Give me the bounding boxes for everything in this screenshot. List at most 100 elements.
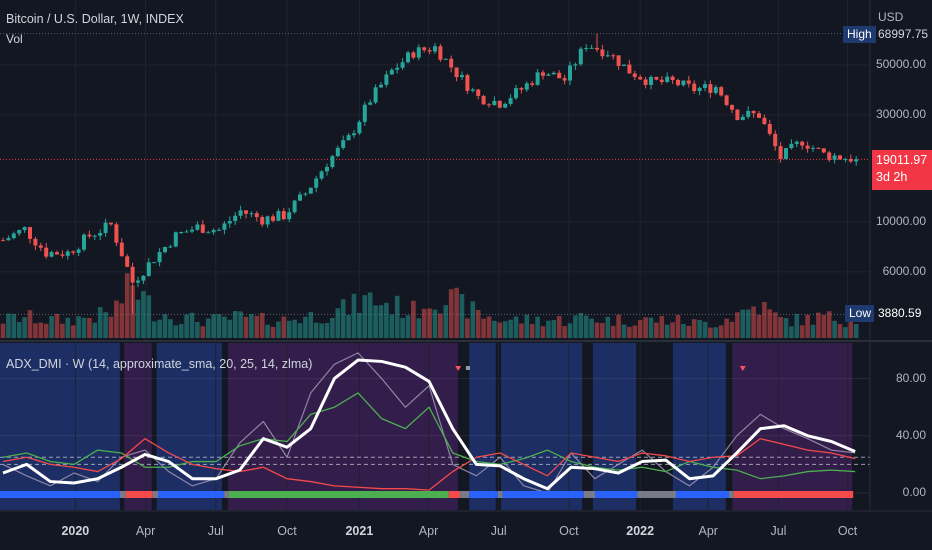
time-tick-label: Jul [770,524,787,538]
volume-bar [762,301,767,338]
volume-bar [60,323,65,338]
volume-bar [708,327,713,338]
symbol-title[interactable]: Bitcoin / U.S. Dollar, 1W, INDEX [6,12,184,26]
candle-body [605,55,610,57]
candle-body [55,252,59,255]
time-tick-label: Oct [559,524,579,538]
volume-bar [108,316,114,338]
candle-body [416,47,421,58]
indicator-tick-label: 80.00 [895,370,926,385]
candle-body [38,245,43,248]
volume-bar [778,317,783,338]
volume-bar [675,314,681,338]
candle-body [6,238,11,241]
volume-bar [438,313,443,338]
candle-body [22,227,27,231]
volume-bar [789,326,794,338]
signal-square-icon [465,366,470,370]
volume-bar [794,313,800,338]
volume-bar [151,321,157,338]
candle-body [103,222,108,233]
price-tick-label: 6000.00 [882,263,926,278]
candle-body [827,152,832,160]
volume-bar [421,308,427,338]
volume-bar [637,320,643,338]
volume-bar [205,318,211,338]
candle-body [497,100,502,108]
candle-body [168,246,173,248]
volume-bar [632,325,638,338]
candle-body [400,62,405,68]
volume-bar [551,320,557,338]
volume-bar [265,324,270,338]
candle-body [719,87,724,96]
volume-bar [567,323,573,338]
volume-bar [405,315,411,338]
candle-body [406,52,410,63]
candle-body [389,69,394,75]
trend-segment-grey [637,491,677,498]
volume-bar [519,323,524,338]
volume-legend[interactable]: Vol [6,32,23,46]
candle-body [373,87,378,103]
volume-bar [535,316,540,338]
volume-bar [783,318,789,338]
candle-body [541,72,545,76]
candle-body [724,95,729,106]
volume-bar [686,325,692,338]
volume-bar [486,316,492,338]
candle-body [659,79,664,82]
volume-bar [362,295,368,338]
volume-bar [724,318,729,338]
currency-label: USD [878,10,904,24]
background-region-purple [732,343,853,510]
candle-body [114,224,119,243]
volume-bar [583,315,589,338]
signal-down-triangle-icon [739,366,746,371]
candle-body [71,251,76,253]
volume-bar [43,323,49,338]
candle-body [454,67,459,78]
time-tick-label: Apr [418,524,439,538]
candle-body [395,67,400,70]
candle-body [622,64,626,67]
volume-bar [97,307,103,338]
candle-body [821,148,826,153]
high-tag: High [843,26,876,43]
volume-bar [162,314,168,338]
volume-bar [259,312,265,338]
candle-body [578,48,583,65]
candle-body [589,47,594,49]
volume-bars [0,273,859,338]
volume-bar [459,294,465,338]
volume-bar [276,321,281,338]
time-tick-label: 2021 [345,524,374,538]
candle-body [260,217,265,225]
volume-bar [497,322,503,338]
price-tick-label: 10000.00 [875,213,926,228]
volume-bar [70,325,76,338]
volume-bar [718,325,724,338]
volume-bar [643,317,648,338]
volume-bar [600,323,605,338]
trend-segment-grey [224,491,229,498]
trend-segment-grey [729,491,734,498]
volume-bar [367,292,373,338]
trend-segment-blue [158,491,225,498]
volume-bar [848,321,854,338]
candle-body [816,147,821,149]
candle-body [254,213,259,218]
candle-body [163,246,167,253]
volume-bar [767,309,773,338]
candle-body [470,89,475,91]
indicator-title[interactable]: ADX_DMI · W (14, approximate_sma, 20, 25… [6,357,313,371]
volume-bar [238,311,243,338]
volume-bar [351,293,357,338]
candle-body [87,234,92,237]
volume-bar [119,303,125,338]
candle-body [184,231,189,233]
price-candles [1,33,859,315]
candle-body [562,78,567,81]
time-tick-label: 2022 [626,524,655,538]
